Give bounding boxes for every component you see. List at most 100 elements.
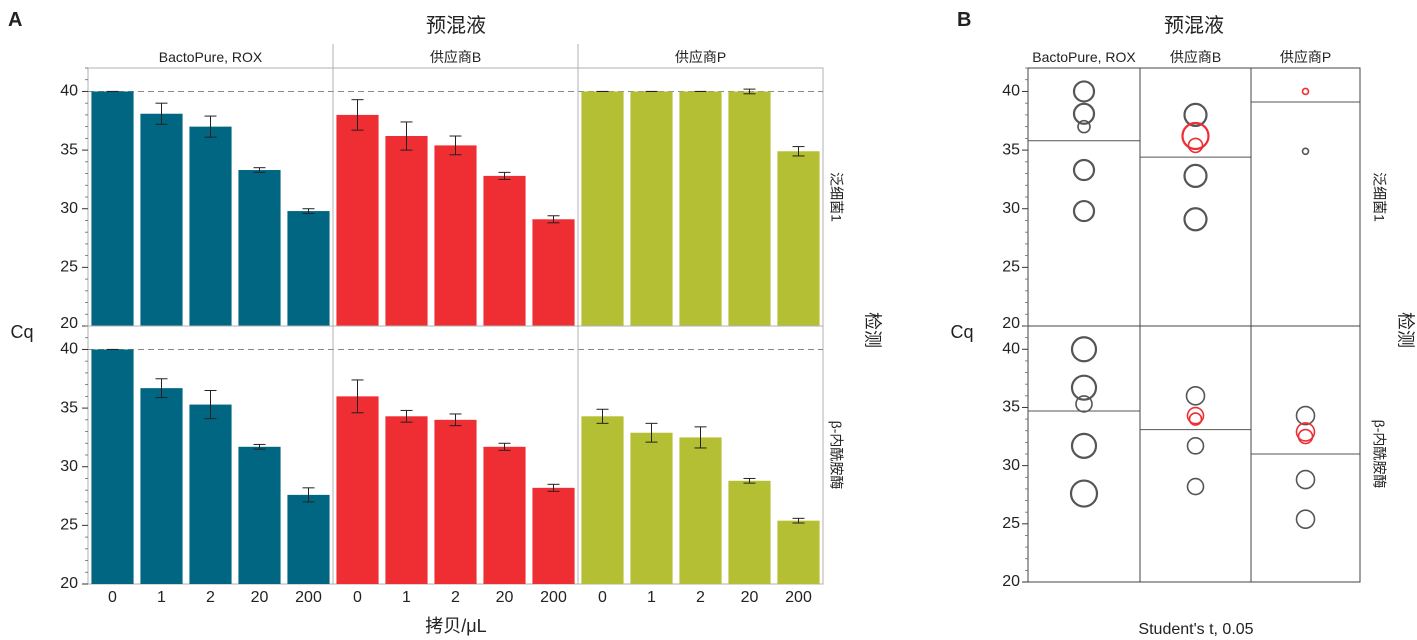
panel-b-test-note: Student's t, 0.05 — [1138, 621, 1253, 638]
panel-a-ytick-label: 25 — [60, 517, 78, 534]
panel-b-ytick-label: 30 — [1002, 200, 1020, 217]
bar-2-b-2 — [434, 419, 477, 584]
panel-a-xtick-label: 200 — [540, 589, 567, 606]
panel-a-column-header-bactopure-rox: BactoPure, ROX — [159, 49, 263, 65]
panel-a-ytick-label: 35 — [60, 399, 78, 416]
panel-a-bar-chart: BactoPure, ROX 供应商B 供应商P泛细菌12025303540β-内酰… — [60, 44, 844, 606]
panel-a-xtick-label: 2 — [206, 589, 215, 606]
bar-2-b-20 — [483, 446, 526, 584]
panel-b-ytick-label: 35 — [1002, 141, 1020, 158]
bar-1-b-1 — [385, 136, 428, 326]
bar-2-p-20 — [728, 480, 771, 584]
comparison-circle-2-bactopure-rox-2 — [1075, 395, 1093, 413]
comparison-circle-2-b-0 — [1185, 386, 1206, 406]
panel-b-letter: B — [957, 9, 971, 31]
comparison-circle-1-bactopure-rox-0 — [1072, 80, 1096, 103]
comparison-circle-2-bactopure-rox-4 — [1069, 479, 1099, 508]
comparison-circle-2-p-4 — [1295, 509, 1316, 529]
panel-a-xtick-label: 2 — [451, 589, 460, 606]
panel-a-column-header-b: 供应商B — [430, 49, 481, 65]
panel-b-ytick-label: 25 — [1002, 515, 1020, 532]
panel-a-xlabel: 拷贝/μL — [425, 616, 486, 636]
bar-2-bactopure-rox-1 — [140, 388, 183, 584]
panel-a-ytick-label: 40 — [60, 83, 78, 100]
panel-b-ytick-label: 35 — [1002, 399, 1020, 416]
panel-b-title: 预混液 — [1164, 14, 1224, 37]
panel-a-xtick-label: 0 — [598, 589, 607, 606]
panel-a-xtick-label: 20 — [496, 589, 514, 606]
comparison-circle-2-b-4 — [1186, 477, 1205, 496]
panel-a-ytick-label: 40 — [60, 341, 78, 358]
panel-a-title: 预混液 — [426, 14, 486, 37]
bar-2-p-0 — [581, 416, 624, 584]
panel-a-xtick-label: 1 — [157, 589, 166, 606]
comparison-circle-1-b-4 — [1183, 207, 1208, 232]
comparison-circle-1-bactopure-rox-4 — [1072, 199, 1096, 223]
panel-a-xtick-label: 20 — [251, 589, 269, 606]
panel-a-xtick-label: 1 — [402, 589, 411, 606]
bar-2-bactopure-rox-200 — [287, 494, 330, 584]
comparison-circle-1-bactopure-rox-1 — [1072, 102, 1096, 125]
comparison-circle-2-p-0 — [1295, 405, 1316, 426]
panel-b-ytick-label: 20 — [1002, 573, 1020, 590]
comparison-circle-2-p-2 — [1297, 428, 1314, 445]
comparison-circle-1-p-1 — [1301, 147, 1310, 156]
bar-1-b-0 — [336, 114, 379, 326]
panel-b-ytick-label: 40 — [1002, 340, 1020, 357]
panel-b-ytick-label: 40 — [1002, 83, 1020, 100]
panel-b-row-label-2: β-内酰胺酶 — [1371, 420, 1387, 489]
bar-2-p-200 — [777, 520, 820, 584]
panel-b-column-header-bactopure-rox: BactoPure, ROX — [1032, 49, 1136, 65]
panel-a-xtick-label: 0 — [108, 589, 117, 606]
bar-2-bactopure-rox-20 — [238, 446, 281, 584]
panel-b-circle-chart: BactoPure, ROX 供应商B 供应商P 泛细菌1 20 25 30 35 40 β-内酰… — [1002, 49, 1387, 590]
bar-1-bactopure-rox-0 — [91, 91, 134, 326]
panel-b-column-header-b: 供应商B — [1170, 49, 1221, 65]
panel-a-ytick-label: 20 — [60, 575, 78, 592]
bar-2-b-200 — [532, 487, 575, 584]
comparison-circle-2-bactopure-rox-3 — [1070, 432, 1098, 459]
bar-1-b-2 — [434, 145, 477, 326]
comparison-circle-2-bactopure-rox-1 — [1070, 374, 1098, 401]
panel-b-ytick-label: 30 — [1002, 457, 1020, 474]
panel-a-xtick-label: 1 — [647, 589, 656, 606]
panel-b-ylabel: Cq — [950, 322, 973, 342]
panel-a-row-facet-label: 检测 — [862, 312, 882, 348]
panel-a-row-label-1: 泛细菌1 — [828, 172, 844, 222]
bar-1-bactopure-rox-200 — [287, 211, 330, 326]
comparison-circle-1-b-1 — [1181, 121, 1210, 151]
panel-a-ytick-label: 30 — [60, 200, 78, 217]
panel-b-column-header-p: 供应商P — [1280, 49, 1331, 65]
comparison-circle-1-b-2 — [1187, 137, 1204, 154]
panel-b-row-facet-label: 检测 — [1395, 312, 1415, 348]
bar-1-p-20 — [728, 91, 771, 326]
bar-2-b-0 — [336, 396, 379, 584]
comparison-circle-2-p-3 — [1295, 469, 1316, 490]
comparison-circle-1-b-3 — [1183, 163, 1208, 188]
bar-1-b-200 — [532, 219, 575, 326]
bar-1-p-200 — [777, 151, 820, 326]
panel-a-xtick-label: 200 — [295, 589, 322, 606]
comparison-circle-1-p-0 — [1301, 87, 1310, 96]
comparison-circle-1-bactopure-rox-2 — [1077, 119, 1091, 134]
bar-2-b-1 — [385, 416, 428, 584]
panel-a-ytick-label: 35 — [60, 141, 78, 158]
comparison-circle-1-bactopure-rox-3 — [1072, 158, 1096, 182]
panel-b-ytick-label: 20 — [1002, 315, 1020, 332]
bar-2-p-1 — [630, 432, 673, 584]
panel-a-ytick-label: 25 — [60, 259, 78, 276]
bar-1-bactopure-rox-2 — [189, 126, 232, 327]
bar-1-p-1 — [630, 91, 673, 326]
panel-a-xtick-label: 0 — [353, 589, 362, 606]
panel-b-row-label-1: 泛细菌1 — [1371, 172, 1387, 222]
bar-1-bactopure-rox-20 — [238, 170, 281, 326]
comparison-circle-2-b-3 — [1186, 437, 1205, 455]
bar-2-bactopure-rox-0 — [91, 349, 134, 584]
panel-a-row-label-2: β-内酰胺酶 — [828, 421, 844, 490]
panel-a-letter: A — [8, 9, 22, 31]
panel-a-ytick-label: 20 — [60, 315, 78, 332]
comparison-circle-2-b-2 — [1188, 412, 1203, 426]
comparison-circle-2-p-1 — [1295, 422, 1316, 442]
bar-2-bactopure-rox-2 — [189, 404, 232, 584]
